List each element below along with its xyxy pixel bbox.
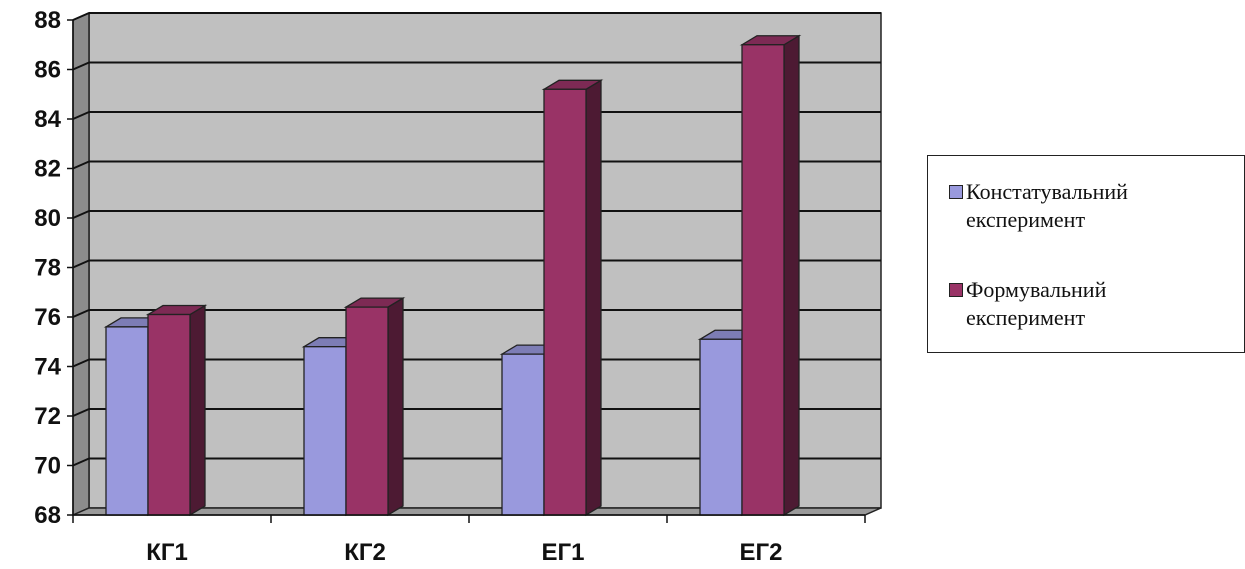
gridline-side (72, 358, 90, 368)
gridline-side (72, 160, 90, 170)
bar-КГ2-series-2 (343, 296, 406, 517)
y-axis-ticks: 68 70 72 74 76 78 80 82 84 86 88 (34, 7, 74, 529)
legend-label-series-2-line1: Формувальний (966, 277, 1107, 302)
gridline-side (72, 309, 90, 318)
x-tick-label-1: КГ1 (146, 539, 188, 566)
x-tick-label-3: ЕГ1 (542, 539, 585, 566)
legend-label-series-2-line2: експеримент (966, 305, 1086, 330)
gridline-side (72, 210, 90, 219)
bar-ЕГ2-series-2 (739, 34, 802, 517)
legend-item-series-1: Констатувальний експеримент (949, 178, 1128, 234)
y-tick-label: 76 (34, 304, 61, 331)
y-tick-label: 72 (34, 403, 61, 430)
legend-label-series-1-line2: експеримент (966, 207, 1086, 232)
gridline-side (72, 61, 90, 71)
legend-swatch-series-1 (949, 185, 963, 199)
y-tick-label: 88 (34, 7, 61, 34)
bar-front-face (543, 88, 587, 516)
gridline-side (72, 457, 90, 467)
gridline-side (72, 408, 90, 417)
bar-side-face (387, 296, 404, 517)
legend-label-series-1-line1: Констатувальний (966, 179, 1128, 204)
bar-front-face (345, 306, 389, 516)
bars (103, 34, 802, 517)
bar-front-face (147, 313, 191, 516)
legend-swatch-series-2 (949, 283, 963, 297)
bar-КГ1-series-2 (145, 304, 208, 517)
y-tick-label: 68 (34, 502, 61, 529)
y-tick-label: 84 (34, 106, 61, 133)
bar-front-face (303, 346, 347, 516)
bar-side-face (189, 304, 206, 517)
y-tick-label: 86 (34, 57, 61, 84)
gridline-side (72, 259, 90, 269)
bar-front-face (105, 326, 149, 516)
y-tick-label: 78 (34, 255, 61, 282)
bar-front-face (501, 353, 545, 516)
y-tick-label: 82 (34, 156, 61, 183)
bar-front-face (741, 44, 785, 516)
bar-front-face (699, 338, 743, 516)
y-tick-label: 74 (34, 354, 61, 381)
bar-side-face (585, 79, 602, 517)
y-tick-label: 80 (34, 205, 61, 232)
gridline-side (72, 12, 90, 21)
x-tick-label-2: КГ2 (344, 539, 386, 566)
bar-ЕГ1-series-2 (541, 79, 604, 517)
legend: Констатувальний експеримент Формувальний… (927, 155, 1245, 353)
bar-side-face (783, 34, 800, 517)
y-tick-label: 70 (34, 453, 61, 480)
legend-item-series-2: Формувальний експеримент (949, 276, 1107, 332)
x-axis: КГ1 КГ2 ЕГ1 ЕГ2 (72, 514, 866, 566)
x-tick-label-4: ЕГ2 (740, 539, 783, 566)
gridline-side (72, 111, 90, 120)
